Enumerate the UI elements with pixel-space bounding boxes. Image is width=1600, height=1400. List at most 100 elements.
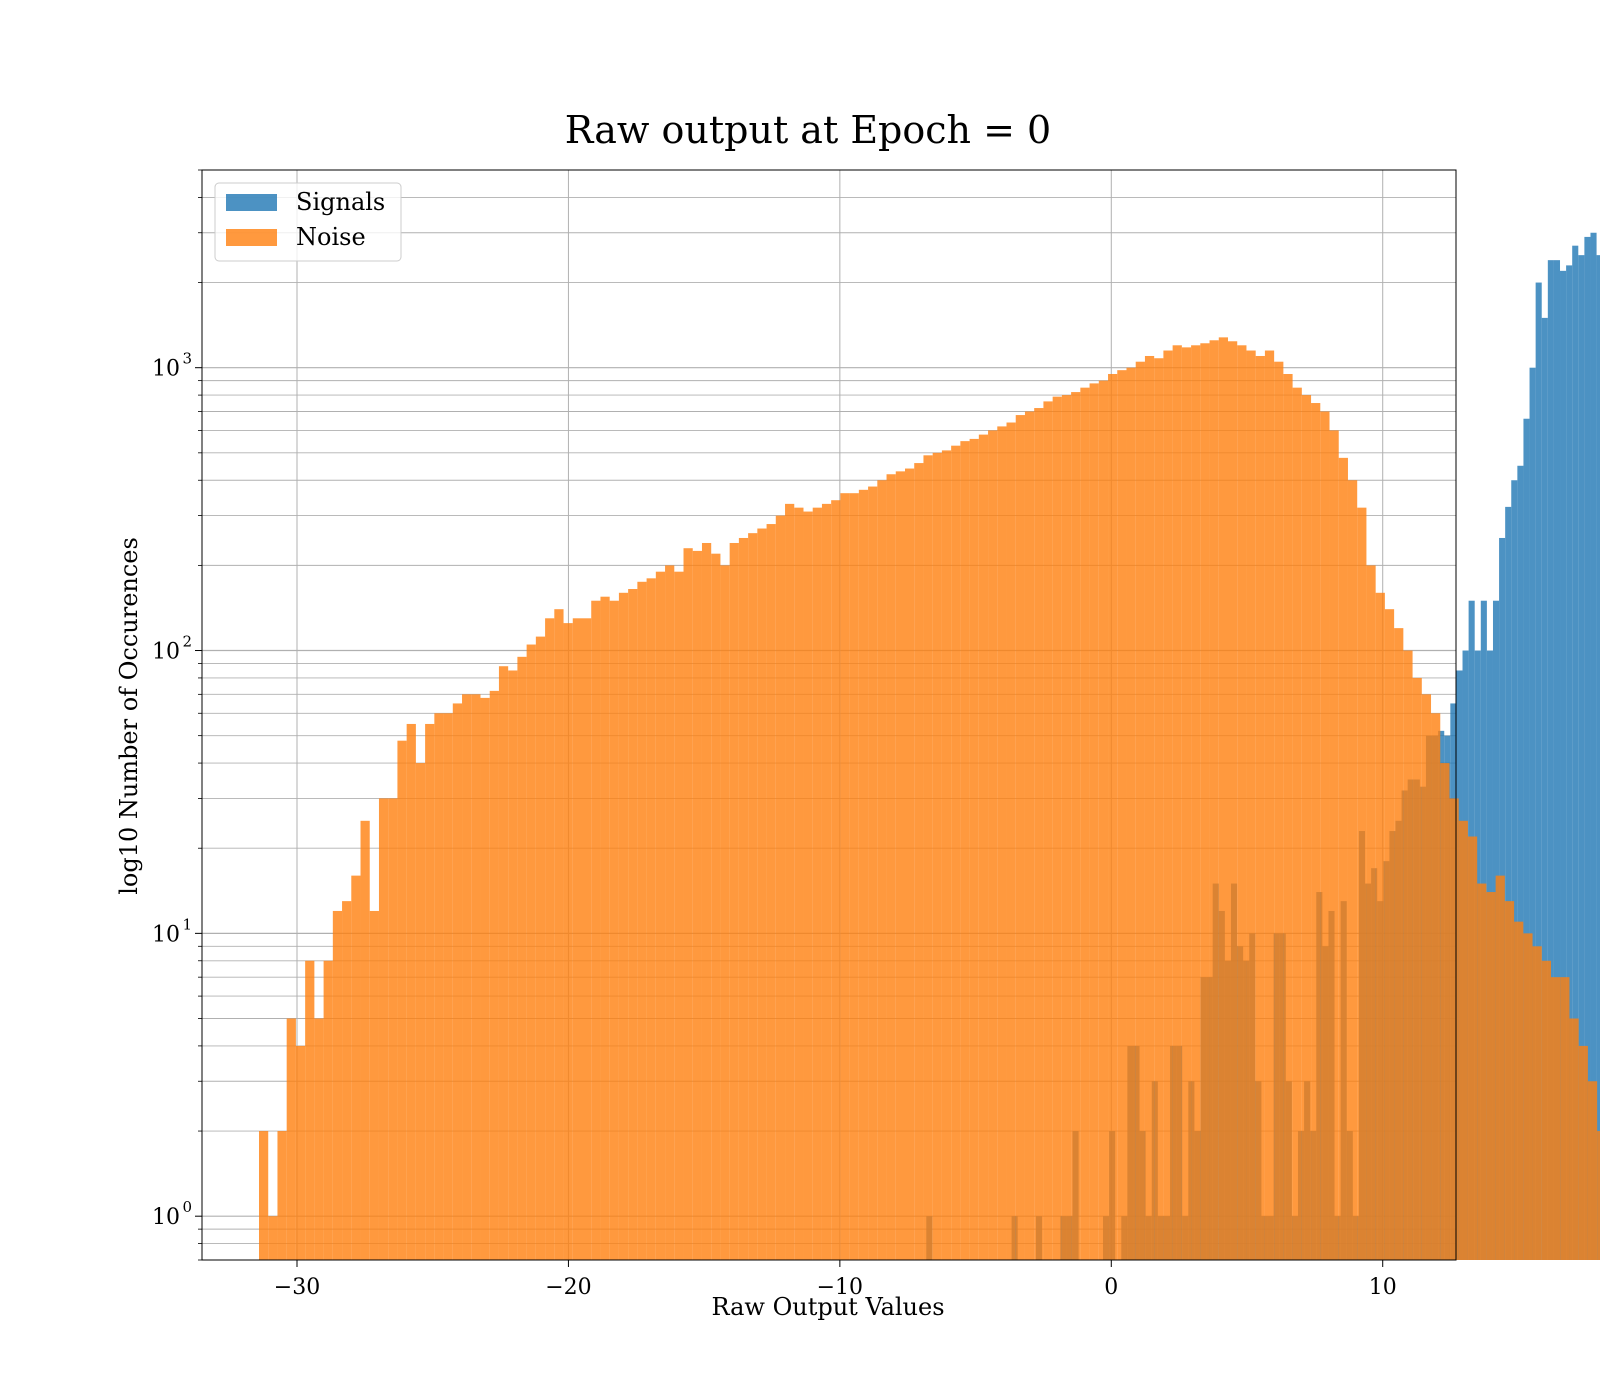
noise-bar (1135, 361, 1145, 1260)
noise-legend-swatch (226, 229, 277, 246)
noise-bar (1486, 892, 1496, 1260)
y-tick-label: 10 (152, 640, 180, 665)
signals-bar (1590, 232, 1597, 1261)
noise-bar (1541, 960, 1551, 1260)
noise-bar (480, 697, 490, 1260)
noise-bar (1440, 763, 1450, 1260)
noise-bar (1412, 677, 1422, 1260)
noise-bar (932, 452, 942, 1261)
noise-bar (1181, 347, 1192, 1260)
signals-bar (1517, 465, 1524, 1260)
noise-bar (535, 636, 546, 1260)
noise-bar (997, 426, 1007, 1260)
signals-bar (1535, 282, 1542, 1260)
noise-bar (821, 503, 832, 1260)
noise-bar (415, 763, 426, 1260)
x-axis-ticks: −30 −20 −10 0 10 (274, 1260, 1397, 1300)
noise-bar (1532, 946, 1542, 1260)
noise-bar (1144, 355, 1155, 1260)
noise-bar (1274, 361, 1284, 1260)
x-tick-label: 0 (1104, 1275, 1118, 1300)
noise-bar (342, 901, 352, 1260)
noise-bar (840, 493, 850, 1260)
signals-bar (1541, 317, 1548, 1260)
noise-bar (259, 1131, 269, 1260)
noise-bar (1347, 480, 1358, 1261)
noise-bar (305, 960, 315, 1260)
noise-bar (1449, 798, 1459, 1260)
noise-bar (895, 471, 905, 1260)
noise-bar (1597, 1131, 1600, 1260)
noise-bar (1375, 592, 1385, 1260)
noise-bar (923, 455, 933, 1261)
noise-bar (1514, 921, 1524, 1260)
noise-bar (1311, 403, 1321, 1261)
signals-bar (1547, 260, 1554, 1261)
noise-bar (831, 500, 841, 1260)
noise-bar (1504, 901, 1515, 1260)
noise-bar (849, 493, 859, 1260)
noise-bar (1292, 387, 1302, 1260)
noise-bar (969, 438, 979, 1260)
signals-bar (1505, 506, 1512, 1260)
noise-bar (738, 537, 749, 1260)
noise-bar (277, 1131, 287, 1260)
noise-bar (683, 548, 693, 1260)
noise-bar (517, 656, 527, 1260)
y-tick-exponent: 0 (182, 1198, 192, 1216)
noise-bar (452, 703, 463, 1260)
noise-bar (674, 571, 684, 1260)
signals-bar (1511, 480, 1518, 1261)
y-axis-label: log10 Number of Occurences (115, 537, 143, 895)
noise-bar (960, 441, 970, 1260)
x-tick-label: −30 (274, 1275, 320, 1300)
noise-bar (1458, 820, 1468, 1260)
noise-bar (886, 474, 896, 1260)
signals-bar (1560, 270, 1567, 1260)
plot-frame (201, 169, 1457, 1261)
noise-bar (646, 578, 656, 1260)
noise-bar (1421, 694, 1432, 1260)
noise-bar (1255, 355, 1265, 1260)
noise-bar (877, 480, 887, 1261)
signals-bar (1572, 245, 1579, 1260)
noise-bar (498, 666, 509, 1260)
noise-bar (655, 571, 666, 1260)
noise-bar (988, 430, 998, 1261)
signals-legend-label: Signals (296, 188, 385, 216)
noise-bar (434, 713, 444, 1260)
noise-bar (914, 463, 924, 1260)
noise-bar (295, 1045, 306, 1260)
noise-bar (951, 445, 961, 1260)
noise-bar (471, 694, 481, 1260)
noise-bar (1089, 383, 1099, 1260)
noise-bar (1301, 395, 1312, 1260)
noise-bar (378, 798, 389, 1260)
noise-bar (1163, 350, 1173, 1261)
signals-bar (1566, 265, 1573, 1260)
noise-bar (600, 596, 610, 1260)
noise-bar (868, 486, 878, 1260)
noise-bar (637, 581, 647, 1260)
y-tick-label: 10 (152, 1205, 180, 1230)
noise-bar (720, 565, 730, 1260)
chart-title: Raw output at Epoch = 0 (565, 108, 1051, 152)
noise-bar (332, 910, 343, 1260)
noise-bar (351, 875, 361, 1260)
legend: Signals Noise (214, 182, 402, 262)
noise-bar (1154, 358, 1164, 1261)
noise-bar (1523, 933, 1533, 1260)
signals-bar (1529, 367, 1536, 1260)
noise-bar (1228, 341, 1238, 1261)
noise-bar (1052, 396, 1062, 1261)
noise-bar (1560, 977, 1570, 1260)
noise-bar (609, 600, 619, 1260)
noise-bar (978, 434, 989, 1260)
noise-bar (812, 507, 822, 1261)
noise-bar (748, 533, 758, 1260)
noise-bar (1357, 507, 1367, 1261)
noise-bar (1569, 1018, 1579, 1260)
x-tick-label: −10 (817, 1275, 863, 1300)
y-tick-exponent: 2 (182, 633, 192, 651)
